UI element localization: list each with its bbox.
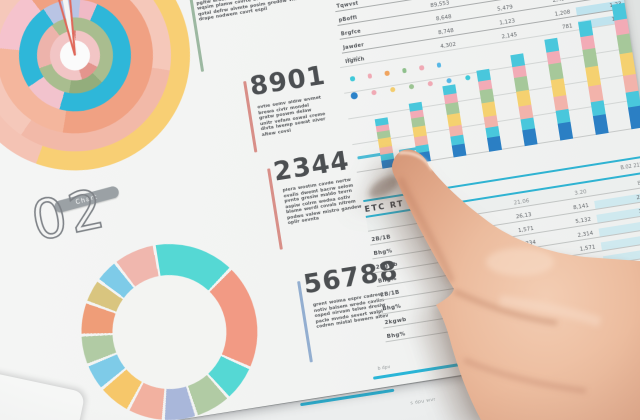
finger-underside-shade	[397, 176, 455, 284]
fingertip-highlight	[398, 151, 434, 171]
hand-highlight	[499, 295, 602, 327]
knuckle-crease	[452, 288, 558, 326]
knuckle-highlight	[486, 248, 554, 276]
hand-silhouette	[392, 149, 640, 420]
finger-crease	[463, 357, 587, 394]
fingertip-shadow	[368, 175, 400, 199]
